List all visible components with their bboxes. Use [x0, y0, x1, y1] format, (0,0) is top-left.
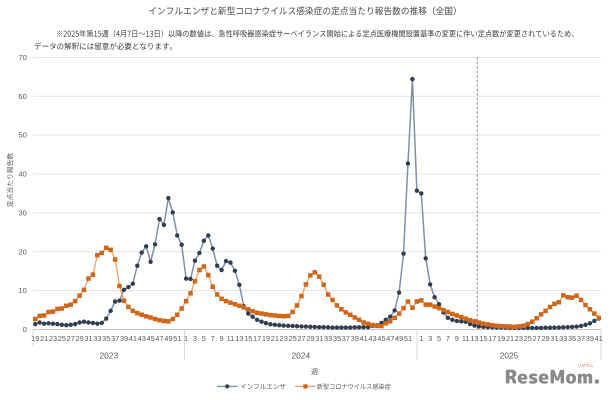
svg-text:17: 17 [488, 334, 496, 343]
svg-text:17: 17 [253, 334, 261, 343]
svg-text:41: 41 [129, 334, 137, 343]
svg-text:35: 35 [568, 334, 576, 343]
svg-text:30: 30 [18, 208, 26, 217]
svg-text:1: 1 [184, 334, 188, 343]
svg-text:27: 27 [297, 334, 305, 343]
svg-text:3: 3 [428, 334, 432, 343]
svg-text:11: 11 [227, 334, 235, 343]
svg-text:15: 15 [479, 334, 487, 343]
svg-text:27: 27 [67, 334, 75, 343]
svg-text:29: 29 [541, 334, 549, 343]
svg-text:33: 33 [93, 334, 101, 343]
svg-text:47: 47 [386, 334, 394, 343]
svg-text:45: 45 [377, 334, 385, 343]
svg-text:0: 0 [23, 325, 27, 334]
svg-text:31: 31 [315, 334, 323, 343]
svg-text:41: 41 [595, 334, 603, 343]
svg-text:31: 31 [84, 334, 92, 343]
svg-text:21: 21 [271, 334, 279, 343]
svg-text:50: 50 [18, 131, 26, 140]
svg-text:37: 37 [577, 334, 585, 343]
svg-text:29: 29 [306, 334, 314, 343]
svg-text:10: 10 [18, 286, 26, 295]
svg-text:41: 41 [359, 334, 367, 343]
svg-text:7: 7 [211, 334, 215, 343]
svg-text:33: 33 [324, 334, 332, 343]
svg-text:15: 15 [244, 334, 252, 343]
svg-text:37: 37 [342, 334, 350, 343]
svg-text:60: 60 [18, 92, 26, 101]
svg-text:19: 19 [497, 334, 505, 343]
svg-text:2025: 2025 [500, 350, 519, 360]
svg-text:19: 19 [31, 334, 39, 343]
svg-text:37: 37 [111, 334, 119, 343]
svg-text:33: 33 [559, 334, 567, 343]
svg-text:23: 23 [280, 334, 288, 343]
svg-text:51: 51 [173, 334, 181, 343]
svg-text:5: 5 [437, 334, 441, 343]
svg-text:25: 25 [524, 334, 532, 343]
svg-text:35: 35 [102, 334, 110, 343]
svg-text:21: 21 [40, 334, 48, 343]
svg-text:45: 45 [146, 334, 154, 343]
svg-text:11: 11 [462, 334, 470, 343]
svg-text:35: 35 [333, 334, 341, 343]
svg-text:43: 43 [138, 334, 146, 343]
svg-text:49: 49 [395, 334, 403, 343]
svg-text:23: 23 [49, 334, 57, 343]
svg-text:9: 9 [220, 334, 224, 343]
svg-text:13: 13 [235, 334, 243, 343]
svg-text:5: 5 [202, 334, 206, 343]
svg-text:19: 19 [262, 334, 270, 343]
svg-text:29: 29 [75, 334, 83, 343]
svg-text:7: 7 [446, 334, 450, 343]
svg-text:39: 39 [586, 334, 594, 343]
svg-text:9: 9 [455, 334, 459, 343]
svg-text:2023: 2023 [99, 350, 118, 360]
svg-text:40: 40 [18, 170, 26, 179]
svg-text:1: 1 [419, 334, 423, 343]
svg-text:23: 23 [515, 334, 523, 343]
svg-text:43: 43 [368, 334, 376, 343]
svg-text:25: 25 [58, 334, 66, 343]
svg-text:20: 20 [18, 247, 26, 256]
svg-text:25: 25 [288, 334, 296, 343]
svg-text:47: 47 [155, 334, 163, 343]
svg-text:51: 51 [404, 334, 412, 343]
svg-text:70: 70 [18, 53, 26, 62]
svg-text:49: 49 [164, 334, 172, 343]
svg-text:21: 21 [506, 334, 514, 343]
svg-text:31: 31 [550, 334, 558, 343]
svg-text:39: 39 [120, 334, 128, 343]
svg-text:27: 27 [533, 334, 541, 343]
svg-text:2024: 2024 [291, 350, 310, 360]
svg-text:39: 39 [351, 334, 359, 343]
svg-text:3: 3 [193, 334, 197, 343]
svg-text:13: 13 [470, 334, 478, 343]
